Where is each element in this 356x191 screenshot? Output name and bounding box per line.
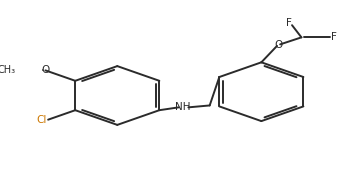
Text: Cl: Cl [36, 115, 47, 125]
Text: CH₃: CH₃ [0, 65, 16, 75]
Text: F: F [286, 18, 292, 28]
Text: F: F [331, 32, 337, 42]
Text: O: O [41, 65, 49, 75]
Text: O: O [274, 40, 283, 50]
Text: NH: NH [175, 102, 191, 112]
